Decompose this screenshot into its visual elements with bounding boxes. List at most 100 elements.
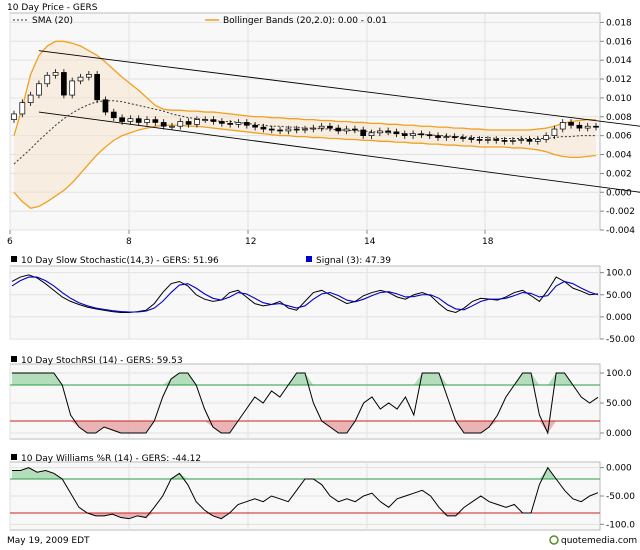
stochrsi-y-tick-label: 100.0 bbox=[606, 369, 632, 379]
candle-body bbox=[302, 128, 308, 131]
stoch-panel-frame bbox=[9, 265, 601, 340]
candle-body bbox=[177, 121, 184, 127]
candle-body bbox=[102, 99, 109, 113]
candle-body bbox=[510, 140, 516, 142]
bollinger-lower bbox=[13, 124, 597, 210]
candle-body bbox=[451, 136, 458, 138]
candle-body bbox=[152, 119, 159, 123]
stoch-title: 10 Day Slow Stochastic(14,3) - GERS: 51.… bbox=[21, 256, 219, 266]
stochrsi-swatch bbox=[11, 356, 17, 362]
price-y-tick-label: 0.000 bbox=[606, 188, 632, 198]
axis-layer: 0.018 0.016 0.014 0.012 0.010 0.008 0.006 0.004… bbox=[7, 18, 635, 530]
stoch-y-tick-label: 0.000 bbox=[606, 313, 632, 323]
legend-bollinger: Bollinger Bands (20,2.0): 0.00 - 0.01 bbox=[223, 16, 387, 26]
candle-body bbox=[593, 125, 599, 128]
price-y-tick-label: 0.010 bbox=[606, 94, 632, 104]
stoch-swatch bbox=[11, 256, 17, 262]
candle-body bbox=[219, 121, 225, 124]
williams-title: 10 Day Williams %R (14) - GERS: -44.12 bbox=[21, 454, 201, 464]
candle-body bbox=[52, 72, 59, 76]
candle-body bbox=[318, 125, 325, 129]
stochrsi-y-tick-label: 0.000 bbox=[606, 429, 632, 439]
candle-body bbox=[418, 133, 425, 136]
candle-body bbox=[526, 139, 533, 142]
stoch-series-line bbox=[11, 276, 599, 313]
candle-body bbox=[227, 123, 234, 125]
candle-body bbox=[94, 73, 100, 101]
candle-body bbox=[11, 113, 17, 120]
candle-body bbox=[194, 119, 200, 125]
candle-body bbox=[435, 135, 441, 138]
price-title: 10 Day Price - GERS bbox=[7, 3, 98, 13]
stochrsi-oversold-fill bbox=[12, 421, 598, 433]
stochrsi-series-line bbox=[12, 372, 599, 435]
footer-brand: quotemedia.com bbox=[561, 536, 637, 546]
candle-body bbox=[393, 131, 400, 135]
x-tick-label: 14 bbox=[364, 237, 376, 247]
candle-body bbox=[44, 74, 51, 85]
x-tick-label: 8 bbox=[126, 237, 132, 247]
candle-body bbox=[327, 125, 333, 129]
signal-legend: Signal (3): 47.39 bbox=[316, 256, 391, 266]
stochrsi-y-tick-label: 50.00 bbox=[606, 399, 632, 409]
candle-body bbox=[568, 122, 574, 126]
candle-body bbox=[310, 127, 317, 130]
candle-body bbox=[576, 124, 583, 129]
candle-body bbox=[110, 111, 117, 119]
price-layer bbox=[11, 40, 640, 210]
legend-sma: SMA (20) bbox=[32, 16, 73, 26]
candle-body bbox=[69, 80, 76, 96]
bollinger-upper bbox=[13, 40, 596, 136]
candle-body bbox=[410, 133, 416, 137]
candle-body bbox=[85, 73, 92, 78]
bollinger-fill bbox=[14, 41, 596, 209]
candle-body bbox=[460, 137, 466, 139]
williams-swatch bbox=[11, 454, 17, 460]
candle-body bbox=[169, 125, 175, 128]
quotemedia-logo-icon bbox=[549, 535, 559, 545]
candle-body bbox=[376, 130, 383, 134]
indicator-layer bbox=[10, 274, 600, 520]
stochrsi-overbought-fill bbox=[12, 373, 598, 385]
williams-y-tick-label: 0.000 bbox=[606, 464, 632, 474]
stochrsi-title: 10 Day StochRSI (14) - GERS: 59.53 bbox=[21, 356, 183, 366]
candle-body bbox=[476, 139, 483, 141]
price-y-tick-label: 0.012 bbox=[606, 75, 632, 85]
williams-series-line bbox=[12, 466, 599, 520]
candle-body bbox=[360, 129, 367, 137]
candle-body bbox=[243, 122, 250, 126]
candle-body bbox=[27, 94, 34, 103]
candle-body bbox=[485, 139, 491, 141]
candle-body bbox=[543, 135, 549, 140]
price-y-tick-label: 0.002 bbox=[606, 169, 632, 179]
candle-body bbox=[584, 125, 591, 129]
williams-y-tick-label: -100.0 bbox=[606, 520, 635, 530]
signal-swatch bbox=[306, 256, 312, 262]
candle-body bbox=[252, 124, 258, 128]
candle-body bbox=[368, 132, 375, 137]
channel-upper bbox=[38, 50, 640, 127]
candle-body bbox=[135, 118, 142, 123]
candle-body bbox=[559, 122, 566, 130]
price-y-tick-label: 0.006 bbox=[606, 132, 632, 142]
x-tick-label: 6 bbox=[7, 237, 13, 247]
stoch-y-tick-label: 100.0 bbox=[606, 269, 632, 279]
candle-body bbox=[293, 128, 300, 131]
candle-body bbox=[443, 136, 450, 138]
candle-body bbox=[385, 130, 391, 133]
candle-body bbox=[501, 140, 508, 142]
candle-body bbox=[493, 139, 500, 141]
stoch-y-tick-label: -50.00 bbox=[606, 335, 635, 345]
channel-lower bbox=[38, 111, 640, 193]
candle-body bbox=[202, 119, 209, 121]
candle-body bbox=[518, 139, 525, 141]
candle-body bbox=[36, 83, 42, 96]
candle-body bbox=[335, 127, 342, 132]
candle-body bbox=[235, 122, 242, 125]
price-y-tick-label: -0.002 bbox=[606, 207, 635, 217]
price-y-tick-label: 0.008 bbox=[606, 113, 632, 123]
candle-body bbox=[160, 122, 167, 127]
price-y-tick-label: -0.004 bbox=[606, 226, 635, 236]
candle-body bbox=[210, 119, 217, 122]
